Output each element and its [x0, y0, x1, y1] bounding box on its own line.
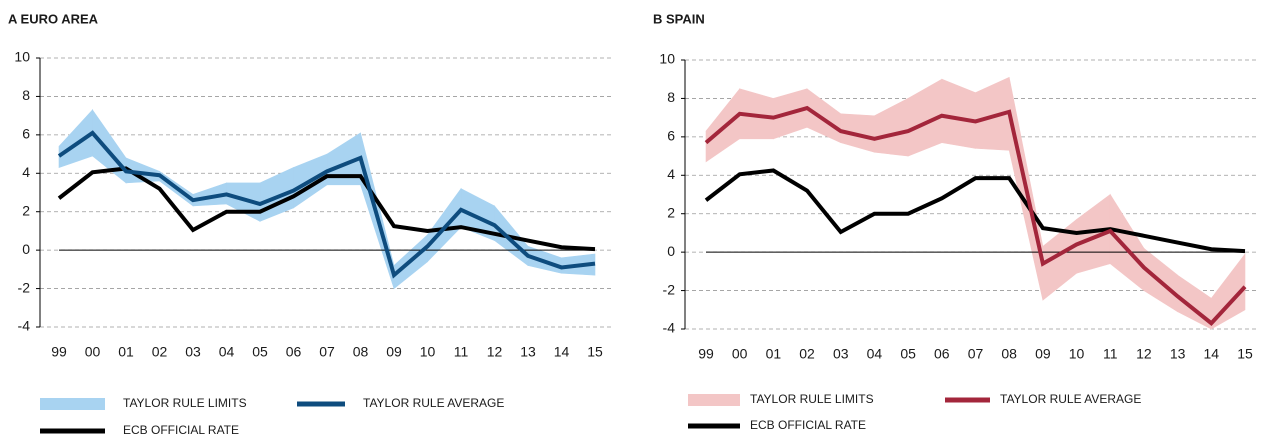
legend-label: ECB OFFICIAL RATE: [123, 423, 239, 437]
x-tick-label: 07: [319, 344, 335, 360]
x-tick-label: 08: [1001, 346, 1017, 362]
x-tick-label: 05: [252, 344, 268, 360]
x-tick-label: 14: [1204, 346, 1220, 362]
y-tick-label: 8: [22, 87, 30, 103]
x-tick-label: 12: [487, 344, 503, 360]
legend-label: TAYLOR RULE LIMITS: [750, 392, 874, 406]
y-tick-label: 4: [667, 166, 675, 182]
y-tick-label: -4: [663, 320, 676, 336]
x-tick-label: 08: [353, 344, 369, 360]
y-tick-label: -2: [18, 279, 31, 295]
x-tick-label: 04: [867, 346, 883, 362]
band-segment: [1109, 193, 1145, 292]
x-tick-label: 11: [1103, 346, 1118, 362]
band-segment: [705, 87, 740, 163]
x-tick-label: 11: [454, 344, 469, 360]
legend-label: TAYLOR RULE LIMITS: [123, 396, 247, 410]
x-tick-label: 09: [1035, 346, 1051, 362]
line: [704, 168, 1246, 254]
y-tick-label: 6: [667, 128, 675, 144]
y-tick-label: 2: [22, 202, 30, 218]
y-tick-label: 6: [22, 126, 30, 142]
legend-label: TAYLOR RULE AVERAGE: [1000, 392, 1141, 406]
line: [57, 130, 596, 279]
x-tick-label: 10: [420, 344, 436, 360]
band-segment: [806, 88, 842, 144]
x-tick-label: 07: [968, 346, 984, 362]
x-tick-label: 14: [554, 344, 570, 360]
y-tick-label: -2: [663, 281, 676, 297]
band-segment: [1211, 253, 1246, 330]
x-tick-label: 15: [587, 344, 603, 360]
x-tick-label: 01: [766, 346, 782, 362]
x-tick-label: 10: [1069, 346, 1085, 362]
y-tick-label: 2: [667, 204, 675, 220]
x-tick-label: 09: [386, 344, 402, 360]
chart-title: A EURO AREA: [8, 11, 99, 26]
band-segment: [874, 97, 909, 157]
y-tick-label: 0: [22, 241, 30, 257]
y-tick-label: 10: [659, 51, 675, 67]
legend-label: ECB OFFICIAL RATE: [750, 418, 866, 432]
x-tick-label: 06: [286, 344, 302, 360]
x-tick-label: 13: [520, 344, 536, 360]
x-tick-label: 99: [698, 346, 714, 362]
y-tick-label: 8: [667, 89, 675, 105]
x-tick-label: 06: [934, 346, 950, 362]
x-tick-label: 04: [219, 344, 235, 360]
x-tick-label: 15: [1237, 346, 1253, 362]
legend-swatch: [40, 398, 105, 410]
chart-title: B SPAIN: [653, 11, 705, 26]
line: [704, 105, 1247, 326]
y-tick-label: -4: [18, 318, 31, 334]
x-tick-label: 02: [152, 344, 168, 360]
legend-swatch: [688, 394, 740, 406]
x-tick-label: 13: [1170, 346, 1186, 362]
y-tick-label: 0: [667, 243, 675, 259]
y-tick-label: 4: [22, 164, 30, 180]
x-tick-label: 00: [732, 346, 748, 362]
x-tick-label: 99: [51, 344, 67, 360]
x-tick-label: 00: [85, 344, 101, 360]
x-tick-label: 02: [799, 346, 815, 362]
x-tick-label: 01: [118, 344, 134, 360]
x-tick-label: 05: [900, 346, 916, 362]
legend-label: TAYLOR RULE AVERAGE: [363, 396, 504, 410]
y-tick-label: 10: [14, 49, 30, 65]
x-tick-label: 03: [833, 346, 849, 362]
band-segment: [941, 78, 976, 149]
x-tick-label: 12: [1136, 346, 1152, 362]
x-tick-label: 03: [185, 344, 201, 360]
